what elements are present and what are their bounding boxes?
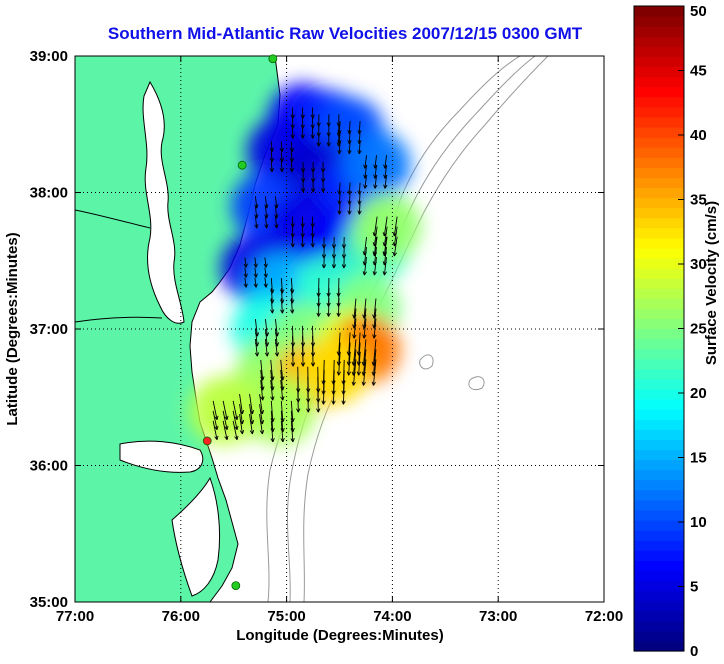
chart-title: Southern Mid-Atlantic Raw Velocities 200… bbox=[108, 24, 583, 43]
colorbar-segment bbox=[634, 197, 684, 208]
colorbar-segment bbox=[634, 97, 684, 108]
y-tick-label: 38:00 bbox=[30, 185, 68, 202]
colorbar-segment bbox=[634, 6, 684, 17]
colorbar-tick-label: 5 bbox=[690, 579, 698, 596]
x-tick-label: 72:00 bbox=[585, 608, 623, 625]
x-tick-label: 76:00 bbox=[162, 608, 200, 625]
colorbar-tick-label: 0 bbox=[690, 643, 698, 659]
colorbar-segment bbox=[634, 631, 684, 642]
colorbar-segment bbox=[634, 127, 684, 138]
colorbar-segment bbox=[634, 601, 684, 612]
colorbar-tick-label: 20 bbox=[690, 385, 707, 402]
colorbar-tick-label: 50 bbox=[690, 3, 707, 20]
colorbar-segment bbox=[634, 46, 684, 57]
radar-station-marker bbox=[203, 437, 211, 445]
colorbar-segment bbox=[634, 288, 684, 299]
colorbar-segment bbox=[634, 177, 684, 188]
y-tick-label: 35:00 bbox=[30, 594, 68, 611]
x-axis-label: Longitude (Degrees:Minutes) bbox=[236, 627, 444, 644]
colorbar-segment bbox=[634, 540, 684, 551]
colorbar-segment bbox=[634, 570, 684, 581]
colorbar-segment bbox=[634, 369, 684, 380]
radar-station-marker bbox=[232, 582, 240, 590]
colorbar-segment bbox=[634, 439, 684, 450]
y-tick-label: 36:00 bbox=[30, 458, 68, 475]
colorbar-label: Surface Velocity (cm/s) bbox=[703, 201, 720, 365]
colorbar-segment bbox=[634, 147, 684, 158]
colorbar-segment bbox=[634, 157, 684, 168]
colorbar-segment bbox=[634, 641, 684, 652]
colorbar-segment bbox=[634, 167, 684, 178]
colorbar-segment bbox=[634, 510, 684, 521]
colorbar-segment bbox=[634, 520, 684, 531]
y-tick-label: 39:00 bbox=[30, 48, 68, 65]
colorbar-segment bbox=[634, 26, 684, 37]
colorbar-segment bbox=[634, 339, 684, 350]
colorbar-segment bbox=[634, 460, 684, 471]
colorbar-segment bbox=[634, 470, 684, 481]
colorbar-segment bbox=[634, 500, 684, 511]
colorbar-segment bbox=[634, 66, 684, 77]
colorbar-segment bbox=[634, 530, 684, 541]
colorbar-segment bbox=[634, 107, 684, 118]
x-tick-label: 74:00 bbox=[373, 608, 411, 625]
colorbar-segment bbox=[634, 187, 684, 198]
colorbar-segment bbox=[634, 56, 684, 67]
x-tick-label: 75:00 bbox=[267, 608, 305, 625]
colorbar-tick-label: 15 bbox=[690, 450, 707, 467]
colorbar-segment bbox=[634, 238, 684, 249]
colorbar-segment bbox=[634, 359, 684, 370]
colorbar-segment bbox=[634, 449, 684, 460]
colorbar-segment bbox=[634, 308, 684, 319]
y-axis-label: Latitude (Degrees:Minutes) bbox=[4, 232, 21, 425]
colorbar-segment bbox=[634, 278, 684, 289]
colorbar-segment bbox=[634, 490, 684, 501]
colorbar-tick-label: 10 bbox=[690, 514, 707, 531]
radar-station-marker bbox=[269, 55, 277, 63]
colorbar-segment bbox=[634, 77, 684, 88]
colorbar-segment bbox=[634, 621, 684, 632]
colorbar-segment bbox=[634, 228, 684, 239]
colorbar-segment bbox=[634, 349, 684, 360]
colorbar-segment bbox=[634, 611, 684, 622]
colorbar-segment bbox=[634, 36, 684, 47]
colorbar-segment bbox=[634, 218, 684, 229]
colorbar-tick-label: 45 bbox=[690, 63, 707, 80]
colorbar-segment bbox=[634, 419, 684, 430]
colorbar-segment bbox=[634, 208, 684, 219]
colorbar-segment bbox=[634, 258, 684, 269]
colorbar-segment bbox=[634, 117, 684, 128]
colorbar-segment bbox=[634, 591, 684, 602]
colorbar-segment bbox=[634, 399, 684, 410]
y-tick-label: 37:00 bbox=[30, 321, 68, 338]
colorbar-segment bbox=[634, 16, 684, 27]
colorbar-segment bbox=[634, 560, 684, 571]
colorbar-segment bbox=[634, 389, 684, 400]
colorbar-segment bbox=[634, 580, 684, 591]
x-tick-label: 73:00 bbox=[479, 608, 517, 625]
colorbar-segment bbox=[634, 429, 684, 440]
colorbar-segment bbox=[634, 268, 684, 279]
colorbar-segment bbox=[634, 298, 684, 309]
colorbar-segment bbox=[634, 87, 684, 98]
radar-station-marker bbox=[238, 161, 246, 169]
colorbar-segment bbox=[634, 550, 684, 561]
colorbar-segment bbox=[634, 137, 684, 148]
colorbar-tick-label: 40 bbox=[690, 127, 707, 144]
colorbar-segment bbox=[634, 318, 684, 329]
colorbar-segment bbox=[634, 379, 684, 390]
colorbar-segment bbox=[634, 409, 684, 420]
colorbar-segment bbox=[634, 480, 684, 491]
colorbar-segment bbox=[634, 329, 684, 340]
colorbar-segment bbox=[634, 248, 684, 259]
